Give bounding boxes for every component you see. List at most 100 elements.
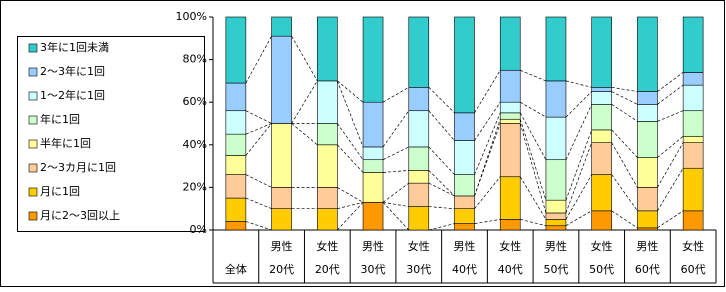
x-tick-label: 20代 xyxy=(269,263,294,276)
connector-line xyxy=(428,146,455,175)
connector-line xyxy=(565,174,592,220)
y-tick-label: 100% xyxy=(176,10,207,23)
x-tick-label: 女性 xyxy=(499,239,521,253)
bar-segment xyxy=(362,159,384,173)
connector-line xyxy=(245,221,272,231)
connector-line xyxy=(565,104,592,160)
bar-segment xyxy=(591,129,612,143)
bar-segment xyxy=(408,170,430,184)
bar-segment xyxy=(454,174,475,197)
bar-segment xyxy=(225,221,247,231)
bar-segment xyxy=(454,223,475,231)
connector-line xyxy=(337,144,364,173)
connector-line xyxy=(382,110,410,148)
legend-swatch xyxy=(28,187,38,197)
connector-line xyxy=(428,206,455,210)
bar-segment xyxy=(682,84,704,112)
y-tick-label: 80% xyxy=(183,53,207,66)
connector-line xyxy=(611,104,638,122)
connector-line xyxy=(474,176,501,209)
connector-line xyxy=(428,87,455,114)
bar-segment xyxy=(545,212,567,220)
connector-line xyxy=(519,176,547,220)
bar-segment xyxy=(682,110,704,137)
connector-line xyxy=(657,84,684,105)
bar-segment xyxy=(225,197,247,222)
connector-line xyxy=(337,202,364,231)
bar-segment xyxy=(637,157,658,188)
legend-swatch xyxy=(28,43,38,53)
bar-segment xyxy=(408,16,430,88)
bar-segment xyxy=(499,219,521,231)
bar-segment xyxy=(637,104,658,122)
bar-segment xyxy=(499,176,521,220)
bar-segment xyxy=(545,225,567,231)
x-tick-label: 男性 xyxy=(362,239,384,253)
connector-line xyxy=(382,182,409,203)
bar-segment xyxy=(362,172,384,203)
bar-segment xyxy=(225,82,247,112)
connector-line xyxy=(337,80,364,103)
bar-segment xyxy=(637,91,658,105)
connector-line xyxy=(337,123,364,160)
bar-segment xyxy=(591,142,612,175)
legend-swatch xyxy=(28,163,38,173)
bar-segment xyxy=(499,118,521,124)
bar-segment xyxy=(682,210,704,231)
y-tick-label: 20% xyxy=(183,180,207,193)
bar-segment xyxy=(317,208,338,231)
bar-segment xyxy=(225,155,247,175)
bar-segment xyxy=(637,227,658,231)
bar-segment xyxy=(545,199,567,214)
connector-line xyxy=(428,110,455,141)
connector-line xyxy=(245,36,272,84)
x-tick-label: 50代 xyxy=(543,263,568,276)
connector-line xyxy=(519,119,547,201)
bar-segment xyxy=(408,146,430,171)
bar-segment xyxy=(271,187,292,209)
bar-segment xyxy=(637,121,658,158)
bar-segment xyxy=(682,167,704,212)
legend-label: 半年に1回 xyxy=(40,136,91,150)
bar-segment xyxy=(225,174,247,199)
legend-swatch xyxy=(28,67,38,77)
connector-line xyxy=(474,70,501,114)
connector-line xyxy=(428,223,455,231)
y-tick-label: 60% xyxy=(183,95,207,108)
connector-line xyxy=(657,210,684,229)
connector-line xyxy=(245,123,272,156)
x-tick-label: 男性 xyxy=(545,239,567,253)
x-tick-label: 女性 xyxy=(408,239,430,253)
bar-segment xyxy=(225,16,247,84)
legend-label: 3年に1回未満 xyxy=(40,40,109,54)
connector-line xyxy=(519,123,547,214)
connector-line xyxy=(291,35,318,82)
legend-label: 1～2年に1回 xyxy=(40,88,105,102)
bar-segment xyxy=(454,112,475,141)
bar-segment xyxy=(637,16,658,92)
legend-label: 月に2～3回以上 xyxy=(40,209,120,222)
x-tick-label: 男性 xyxy=(636,239,658,253)
bar-segment xyxy=(591,16,612,88)
connector-line xyxy=(611,174,638,212)
connector-line xyxy=(565,142,593,214)
connector-line xyxy=(337,201,364,210)
bar-segment xyxy=(591,104,612,131)
connector-line xyxy=(428,170,455,197)
y-tick-label: 0% xyxy=(190,223,207,236)
connector-line xyxy=(382,201,409,207)
bar-segment xyxy=(362,146,384,161)
bar-segment xyxy=(499,123,521,178)
connector-line xyxy=(657,136,684,158)
connector-line xyxy=(382,202,410,231)
bar-segment xyxy=(408,182,430,207)
bar-segment xyxy=(317,187,338,209)
connector-line xyxy=(565,129,593,201)
bar-segment xyxy=(225,110,247,135)
bar-segment xyxy=(591,86,612,92)
x-tick-label: 20代 xyxy=(315,263,340,276)
bar-segment xyxy=(408,110,430,148)
bar-segment xyxy=(362,16,384,103)
legend-swatch xyxy=(28,115,38,125)
